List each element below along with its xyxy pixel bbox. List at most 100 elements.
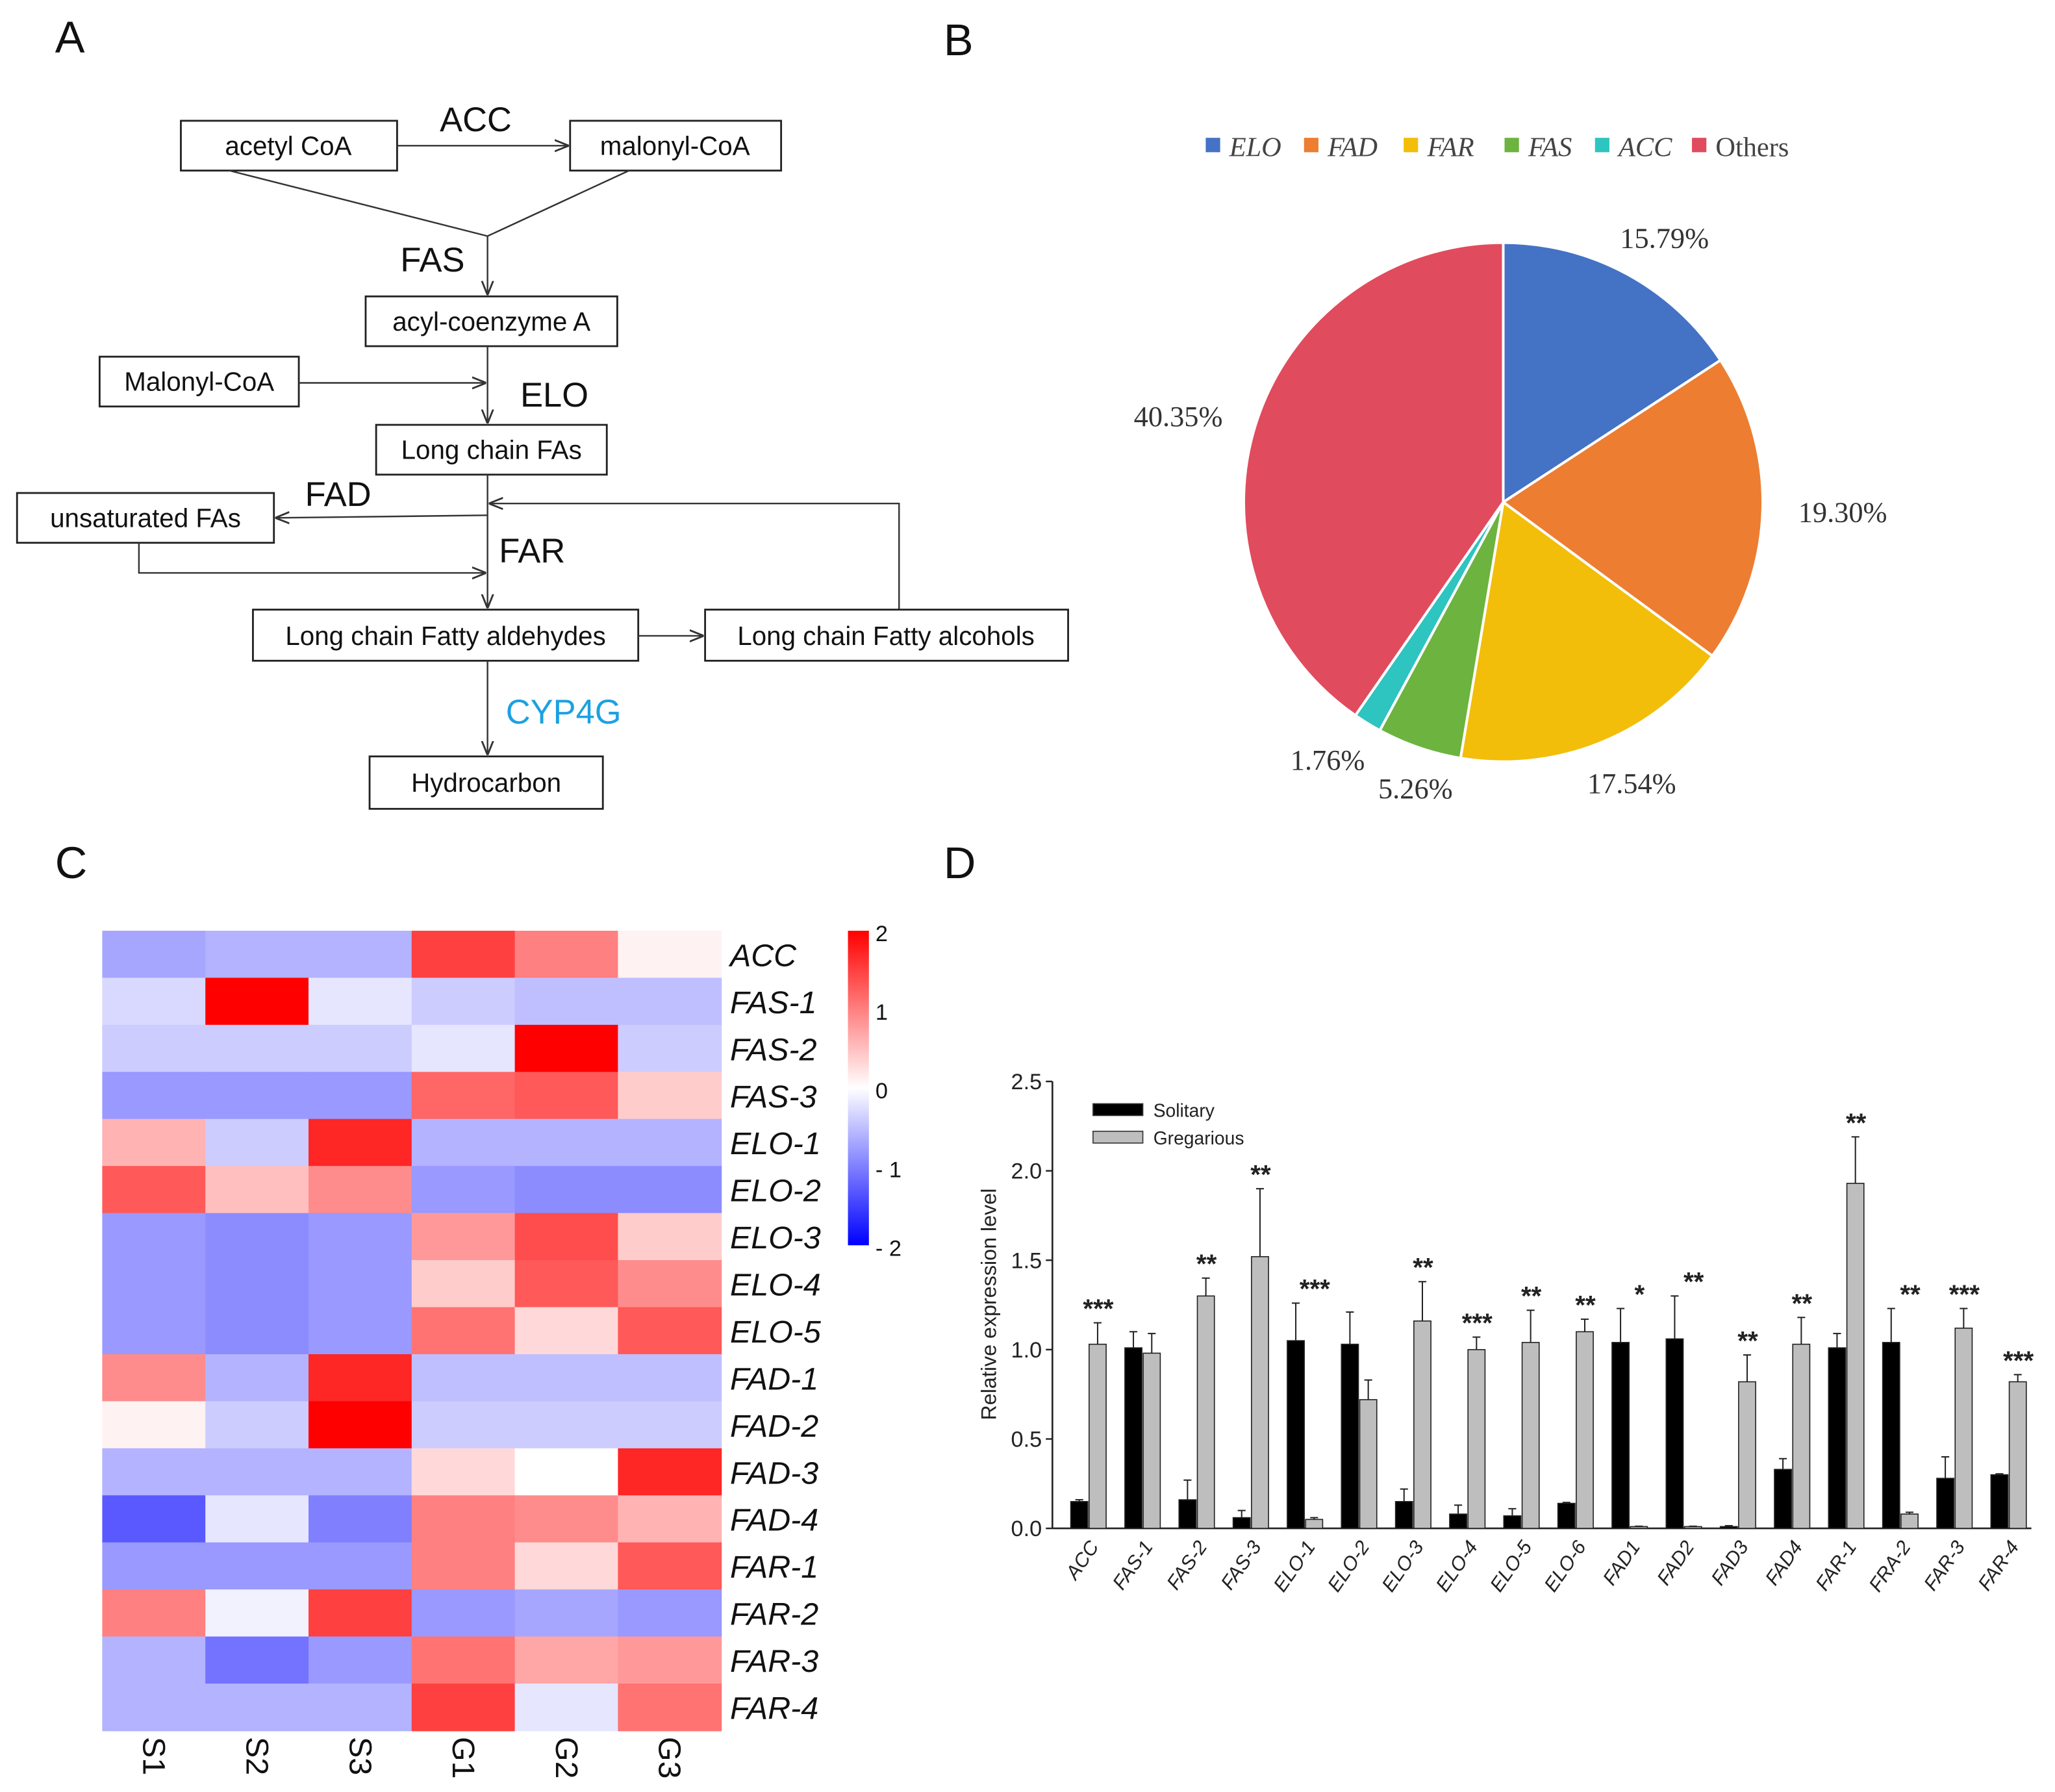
bar-solitary [1774,1469,1793,1529]
heatmap-cell [102,1307,207,1355]
pie-chart: 15.79% 19.30% 17.54% 5.26% 1.76% 40.35% ELO FAD… [1134,132,1887,805]
box-malonyl-coa-side: Malonyl-CoA [98,355,300,408]
heatmap-cell [205,1542,310,1591]
heatmap-cell [309,1495,412,1543]
heatmap-cell [618,1354,722,1402]
significance-stars: ** [1196,1249,1217,1279]
heatmap-cell [205,1495,310,1543]
significance-stars: *** [2003,1345,2034,1375]
heatmap-cell [618,1166,722,1214]
bar-gregarious [1467,1349,1486,1529]
legend-label: Gregarious [1154,1128,1244,1148]
heatmap-row-label: FAS-3 [730,1079,817,1115]
heatmap-cell [205,1166,310,1214]
bar-gregarious [1089,1343,1107,1529]
heatmap-column-label: S2 [239,1737,274,1775]
heatmap-column-label: S3 [342,1737,377,1775]
heatmap-cell [309,1118,412,1167]
bar-solitary [1124,1347,1142,1529]
box-label: Malonyl-CoA [124,367,274,397]
bar-gregarious [1900,1513,1919,1529]
x-tick-label: FAS-2 [1163,1537,1211,1593]
heatmap-cell [309,1589,412,1637]
heatmap-cell [411,1118,516,1167]
heatmap-cell [309,1684,412,1732]
bar-solitary [1557,1502,1576,1529]
heatmap-cell [514,1213,619,1261]
arrow [138,542,486,573]
heatmap-cell [102,1495,207,1543]
heatmap-cell [309,1401,412,1449]
bar-gregarious [1738,1381,1756,1529]
heatmap-cell [205,1589,310,1637]
bar-solitary [1449,1513,1467,1529]
heatmap-cell [514,1166,619,1214]
box-label: Long chain Fatty alcohols [737,621,1035,651]
colorbar-tick-label: - 2 [876,1236,901,1261]
x-tick-label: FAD3 [1708,1537,1753,1589]
box-acyl-coa: acyl-coenzyme A [364,295,618,347]
heatmap-cell [514,1307,619,1355]
x-tick-label: ELO-1 [1270,1537,1320,1596]
significance-stars: *** [1300,1274,1330,1304]
box-label: unsaturated FAs [50,503,241,533]
legend-swatch [1504,138,1519,153]
heatmap-cell [102,1260,207,1308]
significance-stars: *** [1949,1280,1980,1309]
significance-stars: ** [1521,1281,1542,1311]
heatmap-cell [618,1589,722,1637]
bar-solitary [1882,1342,1900,1529]
heatmap-row-label: FAD-1 [730,1361,818,1396]
heatmap-cell [102,1213,207,1261]
bar-solitary [1990,1474,2009,1529]
significance-stars: ** [1846,1107,1867,1137]
heatmap-cell [618,1072,722,1120]
heatmap-cell [411,1589,516,1637]
heatmap-cell [309,1166,412,1214]
box-label: malonyl-CoA [600,131,750,160]
heatmap-cell [618,1401,722,1449]
pie-value-label: 1.76% [1291,744,1365,776]
feedback-arrow [488,503,900,610]
heatmap-cell [102,1401,207,1449]
heatmap-row-label: ELO-3 [730,1220,821,1256]
colorbar-tick-label: 1 [876,1000,888,1025]
heatmap-cell [205,1260,310,1308]
enzyme-far: FAR [499,533,565,570]
heatmap-cell [205,1448,310,1496]
y-tick-label: 1.0 [1011,1338,1042,1363]
heatmap-row-label: FAR-4 [730,1691,818,1726]
x-tick-label: FAS-1 [1109,1537,1157,1593]
x-tick-label: FAR-3 [1920,1537,1969,1595]
heatmap-cell [514,1260,619,1308]
heatmap-cell [309,1307,412,1355]
heatmap-cell [102,1684,207,1732]
heatmap-cell [411,1636,516,1685]
bar-gregarious [1792,1343,1811,1529]
y-axis-label: Relative expression level [977,1189,1001,1420]
heatmap-cell [411,1542,516,1591]
bar-gregarious [1846,1183,1865,1529]
pie-slice-far [1459,499,1715,763]
bar-gregarious [1251,1256,1269,1529]
heatmap-row-label: ELO-2 [730,1174,821,1209]
heatmap-row-label: ELO-5 [730,1315,822,1350]
enzyme-elo: ELO [520,377,588,414]
heatmap-cell [102,1024,207,1073]
heatmap-cell [309,1024,412,1073]
y-tick-label: 0.5 [1011,1428,1042,1452]
heatmap-cell [411,1354,516,1402]
bar-solitary [1394,1501,1413,1529]
bar-gregarious [1359,1399,1378,1529]
heatmap-cell [618,1636,722,1685]
heatmap-cell [618,1307,722,1355]
pie-value-label: 40.35% [1134,400,1223,433]
heatmap-row-label: FAD-3 [730,1456,818,1491]
box-label: Long chain Fatty aldehydes [285,621,605,651]
heatmap-cell [618,978,722,1026]
heatmap-cell [411,1684,516,1732]
significance-stars: *** [1462,1308,1493,1338]
heatmap-row-label: FAD-2 [730,1409,818,1444]
y-tick-label: 2.5 [1011,1070,1042,1094]
